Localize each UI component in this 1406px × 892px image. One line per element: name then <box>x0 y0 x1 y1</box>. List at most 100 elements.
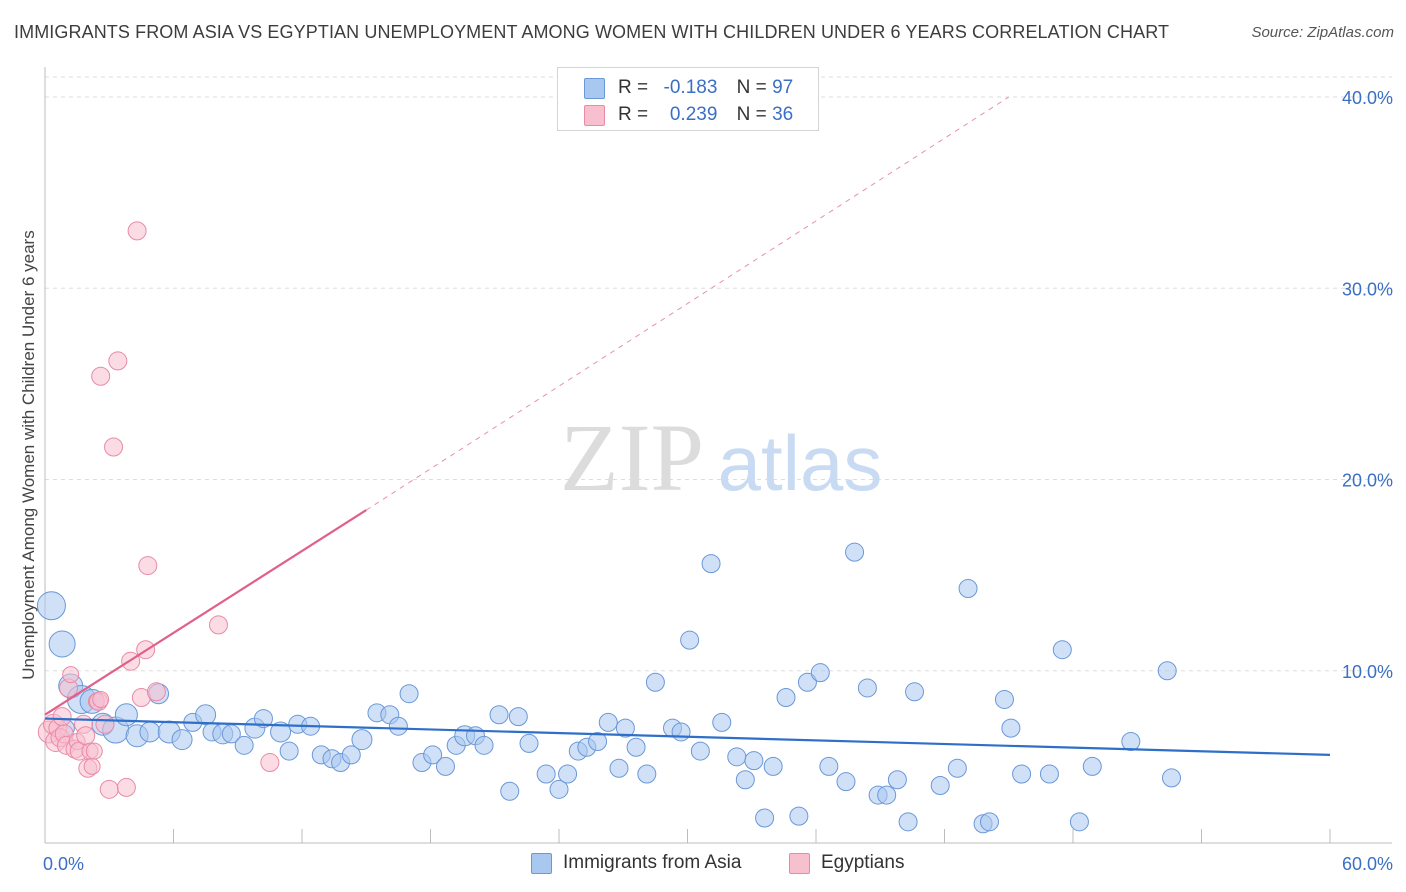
y-tick-label: 40.0% <box>1342 88 1393 108</box>
point-asia <box>588 732 608 752</box>
point-egyptians <box>52 707 72 727</box>
point-egyptians <box>116 777 136 797</box>
point-egyptians <box>146 682 166 702</box>
legend-n-label: N = <box>736 104 767 125</box>
point-asia <box>351 729 373 751</box>
point-egyptians <box>208 615 228 635</box>
point-egyptians <box>62 666 80 684</box>
point-asia <box>819 756 839 776</box>
point-asia <box>845 542 865 562</box>
point-asia <box>399 684 419 704</box>
correlation-legend: R = -0.183 N = 97 R = 0.239 N = 36 <box>557 67 819 131</box>
point-asia <box>789 806 809 826</box>
point-asia <box>253 709 273 729</box>
trend-line-asia <box>44 717 1331 756</box>
point-asia <box>994 689 1014 709</box>
point-asia <box>1157 661 1177 681</box>
trend-line-egyptians-extension <box>365 96 1010 511</box>
data-points <box>36 221 1182 834</box>
legend-text-asia: R = -0.183 N = 97 <box>618 77 793 99</box>
point-asia <box>979 812 999 832</box>
legend-r-value: -0.183 <box>663 77 718 98</box>
point-asia <box>755 808 775 828</box>
watermark-zip: ZIP <box>560 404 704 511</box>
point-asia <box>763 756 783 776</box>
point-asia <box>609 758 629 778</box>
point-asia <box>36 591 66 621</box>
point-asia <box>279 741 299 761</box>
bottom-legend-label-egyptians: Egyptians <box>821 852 905 873</box>
point-asia <box>836 772 856 792</box>
tick-labels: 10.0% 20.0% 30.0% 40.0% 0.0% 60.0% <box>43 88 1393 874</box>
point-asia <box>947 758 967 778</box>
legend-swatch-egyptians <box>584 105 605 126</box>
point-asia <box>48 630 76 658</box>
x-tick-label-max: 60.0% <box>1342 854 1393 874</box>
point-egyptians <box>76 726 96 746</box>
point-asia <box>877 785 897 805</box>
point-asia <box>887 770 907 790</box>
point-asia <box>930 776 950 795</box>
chart-title: IMMIGRANTS FROM ASIA VS EGYPTIAN UNEMPLO… <box>14 22 1170 42</box>
point-asia <box>1082 756 1102 776</box>
point-egyptians <box>260 753 280 773</box>
point-asia <box>857 678 877 698</box>
bottom-legend-swatch-asia <box>531 853 552 874</box>
point-asia <box>500 781 520 801</box>
legend-swatch-asia <box>584 78 605 99</box>
y-tick-label: 20.0% <box>1342 471 1393 491</box>
point-asia <box>234 735 254 755</box>
point-asia <box>489 705 509 725</box>
point-asia <box>727 747 747 767</box>
x-tick-label-min: 0.0% <box>43 854 84 874</box>
point-asia <box>958 579 978 599</box>
point-egyptians <box>92 690 110 708</box>
point-asia <box>905 682 925 702</box>
y-tick-label: 30.0% <box>1342 279 1393 299</box>
point-asia <box>388 716 408 736</box>
legend-n-value: 36 <box>772 104 794 125</box>
point-asia <box>898 812 918 832</box>
point-asia <box>1001 718 1021 738</box>
point-egyptians <box>127 221 147 241</box>
legend-r-label: R = <box>618 104 649 125</box>
point-asia <box>139 721 161 743</box>
point-asia <box>797 672 817 692</box>
point-asia <box>1121 732 1141 752</box>
point-asia <box>1039 764 1059 784</box>
point-asia <box>519 733 539 753</box>
legend-n-label: N = <box>736 77 767 98</box>
legend-r-value: 0.239 <box>669 104 718 125</box>
point-asia <box>423 745 443 765</box>
point-asia <box>474 735 494 755</box>
point-egyptians <box>104 437 124 457</box>
point-asia <box>508 707 528 727</box>
point-egyptians <box>85 742 103 760</box>
point-asia <box>735 770 755 790</box>
point-egyptians <box>138 556 158 576</box>
point-asia <box>114 703 138 727</box>
point-asia <box>776 688 796 708</box>
bottom-legend-label-asia: Immigrants from Asia <box>563 852 742 873</box>
watermark-atlas: atlas <box>718 419 883 507</box>
point-asia <box>810 663 830 683</box>
y-tick-label: 10.0% <box>1342 662 1393 682</box>
point-asia <box>645 672 665 692</box>
legend-text-egyptians: R = 0.239 N = 36 <box>618 104 793 126</box>
point-asia <box>1162 768 1182 788</box>
point-asia <box>171 729 193 751</box>
point-asia <box>680 630 700 650</box>
point-asia <box>671 722 691 742</box>
legend-n-value: 97 <box>772 77 794 98</box>
point-asia <box>341 745 361 765</box>
y-axis-label: Unemployment Among Women with Children U… <box>19 230 38 680</box>
bottom-legend-swatch-egyptians <box>789 853 810 874</box>
point-asia <box>712 712 732 732</box>
point-asia <box>1052 640 1072 660</box>
point-asia <box>558 764 578 784</box>
point-asia <box>1012 764 1032 784</box>
point-asia <box>701 554 721 574</box>
point-asia <box>626 737 646 757</box>
point-asia <box>744 751 764 771</box>
